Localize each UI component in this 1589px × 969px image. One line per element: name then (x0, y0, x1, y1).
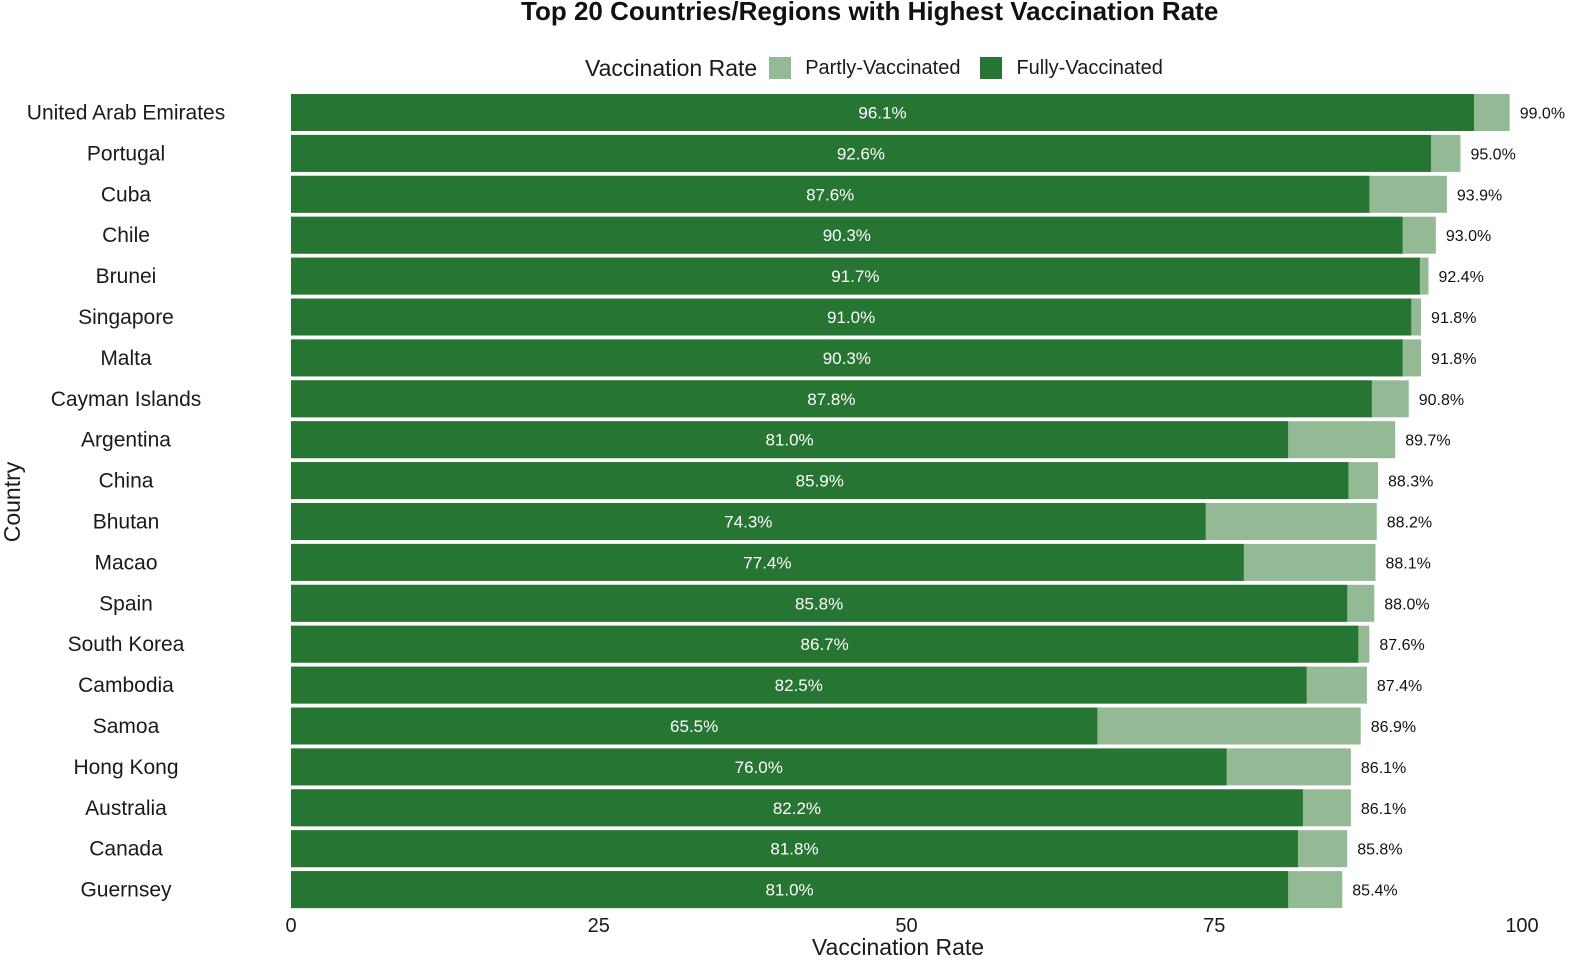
data-label-total: 86.1% (1361, 801, 1406, 818)
y-tick-label: Singapore (78, 306, 174, 329)
y-tick-label: Chile (102, 224, 150, 247)
x-tick-label: 100 (1505, 915, 1538, 937)
data-label-total: 95.0% (1470, 146, 1515, 163)
data-label-fully: 76.0% (735, 758, 783, 777)
data-label-total: 86.9% (1371, 719, 1416, 736)
data-label-total: 92.4% (1438, 269, 1483, 286)
y-tick-label: Bhutan (93, 511, 160, 534)
data-label-fully: 85.9% (796, 472, 844, 491)
y-tick-label: Cayman Islands (51, 388, 202, 411)
legend-title: Vaccination Rate (585, 54, 758, 81)
y-tick-label: Samoa (93, 715, 160, 738)
bar-fully-vaccinated (291, 216, 1403, 254)
data-label-fully: 96.1% (858, 104, 906, 123)
y-tick-label: Spain (99, 592, 153, 615)
bar-fully-vaccinated (291, 625, 1359, 663)
data-label-fully: 86.7% (801, 635, 849, 654)
data-label-total: 89.7% (1405, 433, 1450, 450)
y-tick-label: Portugal (87, 142, 165, 165)
legend-key-fully (980, 57, 1003, 79)
y-tick-label: China (99, 470, 154, 493)
bar-fully-vaccinated (291, 175, 1370, 213)
data-label-total: 88.2% (1387, 515, 1432, 532)
data-label-fully: 81.8% (770, 840, 818, 859)
data-label-fully: 87.8% (807, 390, 855, 409)
y-axis-label: Country (0, 461, 25, 542)
x-tick-label: 0 (285, 915, 296, 937)
bar-fully-vaccinated (291, 421, 1289, 459)
x-tick-label: 50 (895, 915, 917, 937)
bar-fully-vaccinated (291, 257, 1420, 295)
data-label-fully: 81.0% (765, 881, 813, 900)
y-tick-label: Argentina (81, 429, 171, 452)
x-axis-label: Vaccination Rate (812, 934, 984, 960)
bar-fully-vaccinated (291, 748, 1227, 786)
x-tick-label: 75 (1203, 915, 1225, 937)
data-label-total: 87.4% (1377, 678, 1422, 695)
bar-fully-vaccinated (291, 462, 1349, 500)
legend-label-partly: Partly-Vaccinated (805, 56, 961, 79)
y-tick-label: Hong Kong (73, 756, 178, 779)
data-label-total: 87.6% (1379, 637, 1424, 654)
legend-label-fully: Fully-Vaccinated (1016, 56, 1163, 79)
bar-fully-vaccinated (291, 503, 1206, 540)
bar-fully-vaccinated (291, 298, 1412, 336)
chart-title: Top 20 Countries/Regions with Highest Va… (521, 0, 1219, 26)
legend-item-fully: Fully-Vaccinated (980, 56, 1163, 80)
bar-fully-vaccinated (291, 789, 1303, 827)
data-label-fully: 90.3% (823, 349, 871, 368)
data-label-total: 93.0% (1446, 228, 1491, 245)
data-label-fully: 90.3% (823, 226, 871, 245)
data-label-fully: 85.8% (795, 594, 843, 613)
data-label-total: 88.3% (1388, 474, 1433, 491)
bar-fully-vaccinated (291, 94, 1474, 131)
data-label-fully: 92.6% (837, 144, 885, 163)
legend-item-partly: Partly-Vaccinated (769, 57, 960, 80)
data-label-total: 86.1% (1361, 760, 1406, 777)
data-label-fully: 82.5% (775, 676, 823, 695)
bar-fully-vaccinated (291, 666, 1307, 704)
bar-fully-vaccinated (291, 380, 1372, 418)
data-label-fully: 91.0% (827, 308, 875, 327)
x-tick-label: 25 (588, 915, 610, 937)
legend: Vaccination Rate Partly-Vaccinated Fully… (585, 52, 1183, 84)
data-label-fully: 87.6% (806, 185, 854, 204)
legend-key-partly (769, 57, 792, 79)
chart-title-wrap: Top 20 Countries/Regions with Highest Va… (0, 0, 1589, 32)
y-tick-label: Malta (100, 347, 152, 370)
data-label-fully: 82.2% (773, 799, 821, 818)
y-tick-label: Cuba (101, 183, 152, 206)
data-label-total: 93.9% (1457, 187, 1502, 204)
y-tick-label: Australia (85, 797, 167, 820)
data-label-total: 85.4% (1352, 883, 1397, 900)
data-label-total: 88.1% (1386, 555, 1431, 572)
data-label-total: 99.0% (1520, 106, 1565, 123)
data-label-fully: 65.5% (670, 717, 718, 736)
data-label-fully: 81.0% (765, 431, 813, 450)
data-label-total: 88.0% (1384, 596, 1429, 613)
data-label-total: 90.8% (1419, 392, 1464, 409)
data-label-total: 91.8% (1431, 351, 1476, 368)
bar-fully-vaccinated (291, 707, 1098, 745)
y-tick-label: Canada (89, 838, 163, 861)
y-tick-label: United Arab Emirates (27, 102, 225, 125)
data-label-total: 85.8% (1357, 842, 1402, 859)
bar-fully-vaccinated (291, 543, 1244, 581)
bar-fully-vaccinated (291, 830, 1298, 868)
data-label-fully: 74.3% (724, 513, 772, 532)
data-label-fully: 91.7% (831, 267, 879, 286)
y-tick-label: Macao (94, 551, 157, 574)
y-tick-label: Cambodia (78, 674, 174, 697)
y-tick-label: Brunei (96, 265, 157, 288)
y-tick-label: South Korea (68, 633, 185, 656)
bar-fully-vaccinated (291, 134, 1431, 172)
bar-fully-vaccinated (291, 339, 1403, 377)
y-tick-label: Guernsey (80, 879, 172, 902)
data-label-fully: 77.4% (743, 553, 791, 572)
bar-fully-vaccinated (291, 871, 1289, 909)
data-label-total: 91.8% (1431, 310, 1476, 327)
bar-fully-vaccinated (291, 584, 1348, 622)
